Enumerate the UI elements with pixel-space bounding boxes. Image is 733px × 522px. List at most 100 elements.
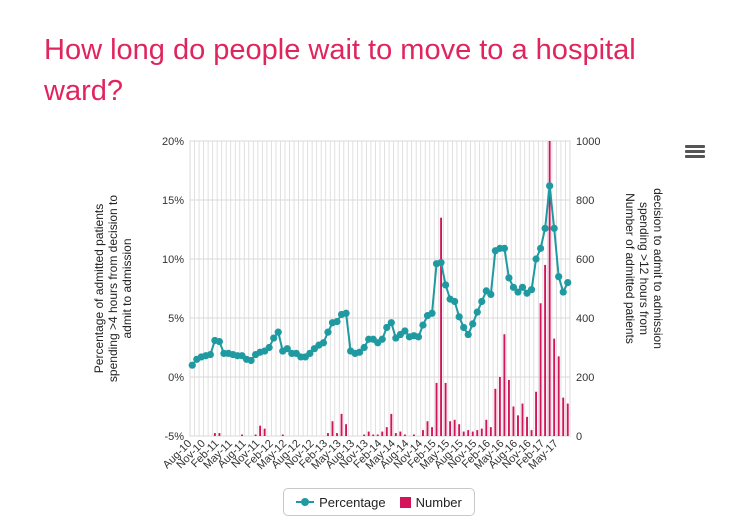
bar-swatch-icon — [399, 496, 411, 508]
percentage-point — [356, 348, 364, 356]
percentage-point — [306, 349, 314, 357]
percentage-point — [324, 328, 332, 336]
right-tick-label: 600 — [576, 254, 594, 266]
right-axis-title: Number of admitted patientsspending >12 … — [623, 188, 665, 349]
right-tick-label: 0 — [576, 431, 582, 443]
left-tick-label: -5% — [164, 431, 184, 443]
percentage-point — [319, 339, 328, 347]
number-bar — [494, 388, 497, 436]
number-bar — [394, 433, 397, 436]
number-bar — [218, 433, 221, 436]
left-axis-title: Percentage of admitted patientsspending … — [92, 195, 134, 382]
number-bar — [503, 334, 506, 436]
chart-legend: Percentage Number — [283, 488, 475, 516]
percentage-point — [414, 333, 423, 341]
chart-grid — [189, 140, 571, 437]
number-bar — [381, 431, 384, 436]
number-bar — [530, 430, 533, 436]
percentage-point — [460, 323, 468, 332]
percentage-point — [509, 283, 518, 291]
number-bar — [480, 428, 483, 436]
percentage-point — [333, 317, 341, 326]
line-marker-icon — [296, 497, 315, 507]
percentage-point — [455, 313, 463, 321]
percentage-point — [378, 335, 386, 343]
percentage-point — [383, 323, 391, 332]
number-bar — [485, 419, 488, 436]
percentage-point — [469, 320, 477, 328]
percentage-point — [247, 356, 255, 365]
legend-label-number: Number — [415, 494, 462, 510]
number-bar — [507, 379, 510, 436]
percentage-point — [437, 258, 445, 267]
percentage-point — [274, 328, 282, 336]
number-bar — [440, 217, 443, 436]
number-bar — [498, 377, 501, 436]
number-bar — [412, 434, 415, 436]
number-bar — [521, 403, 524, 436]
line-series-percentage — [188, 182, 572, 369]
bar-series-number — [213, 141, 569, 436]
number-bar — [476, 430, 479, 436]
percentage-point — [342, 309, 350, 317]
number-bar — [566, 403, 569, 436]
percentage-point — [441, 281, 450, 289]
left-tick-label: 0% — [168, 372, 184, 384]
percentage-point — [536, 244, 545, 252]
percentage-point — [428, 309, 436, 317]
number-bar — [517, 415, 519, 436]
number-bar — [259, 425, 262, 436]
percentage-point — [451, 297, 459, 306]
number-bar — [431, 427, 433, 436]
number-bar — [403, 434, 406, 436]
percentage-point — [464, 330, 472, 339]
number-bar — [467, 430, 470, 436]
percentage-point — [518, 283, 527, 291]
percentage-point — [505, 274, 513, 282]
hamburger-menu-icon[interactable] — [685, 145, 705, 161]
right-tick-label: 400 — [576, 313, 594, 325]
percentage-point — [500, 244, 509, 252]
number-bar — [241, 434, 243, 436]
percentage-point — [419, 321, 427, 329]
number-bar — [449, 421, 452, 436]
number-bar — [331, 421, 334, 436]
legend-item-number[interactable]: Number — [399, 494, 462, 510]
number-bar — [426, 421, 429, 436]
number-bar — [548, 141, 551, 436]
percentage-point — [387, 319, 395, 327]
number-bar — [213, 433, 216, 436]
number-bar — [471, 431, 474, 436]
percentage-point — [188, 361, 196, 369]
percentage-point — [360, 343, 368, 352]
number-bar — [458, 424, 461, 436]
percentage-point — [401, 327, 409, 335]
percentage-point — [265, 343, 273, 352]
number-bar — [336, 433, 338, 436]
percentage-point — [206, 350, 214, 359]
number-bar — [263, 428, 266, 436]
number-bar — [539, 303, 542, 436]
number-bar — [340, 413, 343, 436]
percentage-point — [555, 273, 563, 281]
chart-axes: -5%0%5%10%15%20%02004006008001000Aug-10N… — [92, 136, 665, 472]
number-bar — [535, 391, 538, 436]
legend-label-percentage: Percentage — [319, 494, 386, 510]
percentage-point — [473, 308, 481, 316]
percentage-point — [283, 345, 291, 353]
left-tick-label: 15% — [162, 195, 184, 207]
percentage-point — [270, 334, 278, 342]
number-bar — [422, 430, 424, 436]
page-title: How long do people wait to move to a hos… — [44, 34, 636, 107]
percentage-point — [564, 279, 572, 287]
percentage-point — [559, 288, 567, 296]
percentage-point — [546, 182, 554, 190]
number-bar — [444, 382, 447, 436]
legend-item-percentage[interactable]: Percentage — [296, 495, 386, 510]
number-bar — [390, 413, 393, 436]
number-bar — [489, 427, 492, 436]
number-bar — [281, 434, 284, 436]
right-tick-label: 800 — [576, 195, 594, 207]
number-bar — [526, 416, 528, 436]
